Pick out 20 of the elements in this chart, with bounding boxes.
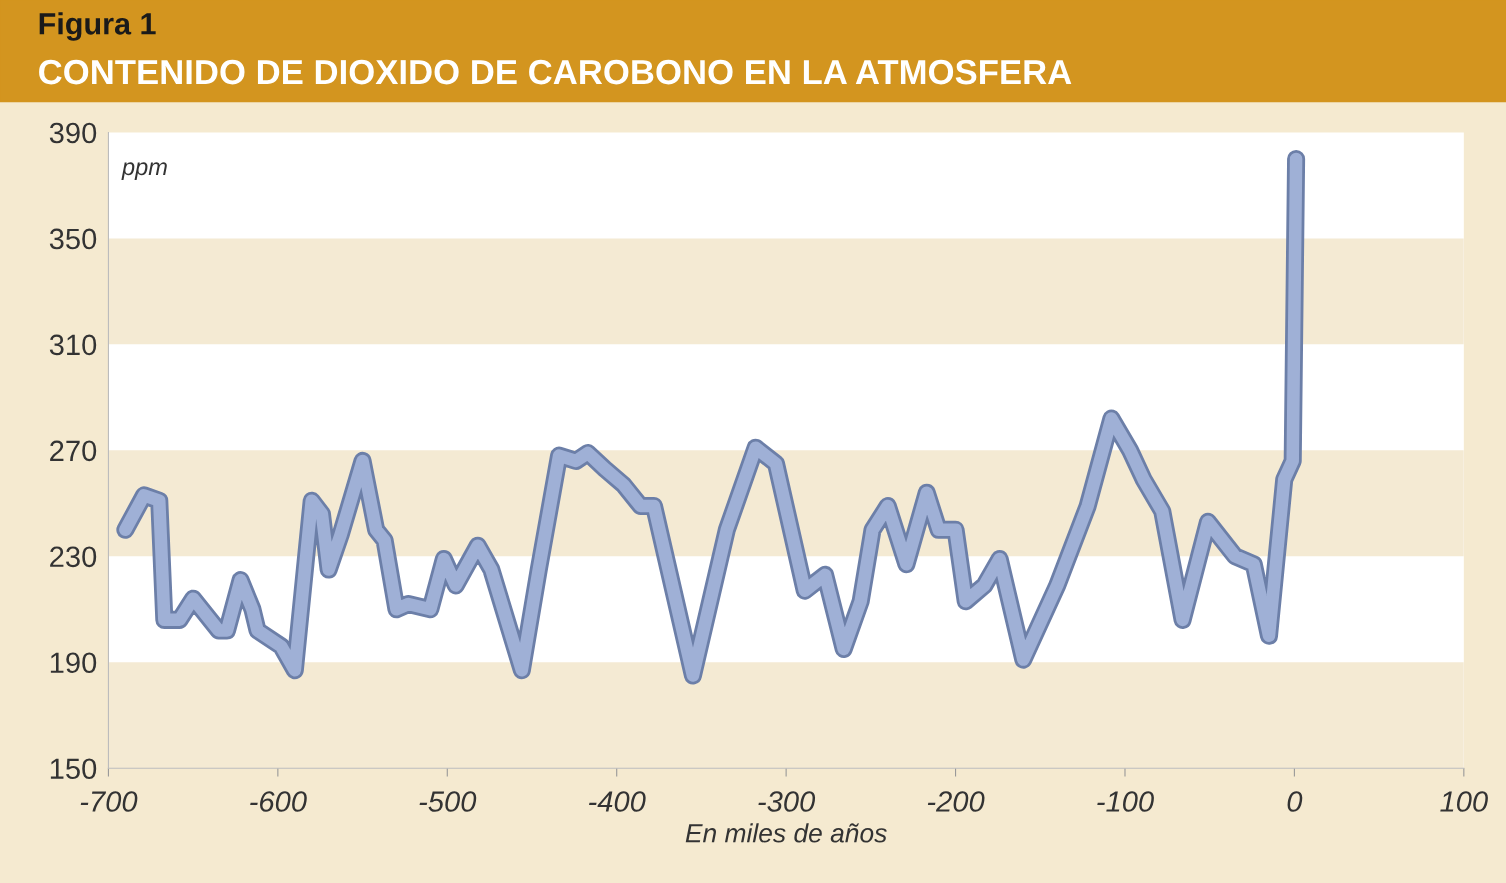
chart-title: Figura 1 <box>39 12 156 41</box>
x-tick-label: 100 <box>1440 791 1488 812</box>
x-tick-label: -500 <box>419 791 477 812</box>
y-axis-title: ppm <box>121 162 167 180</box>
x-tick-label: 0 <box>1287 791 1303 812</box>
x-tick-label: -400 <box>589 791 646 812</box>
y-tick-label: 230 <box>50 546 97 568</box>
y-tick-label: 390 <box>49 122 97 144</box>
x-tick-label: -100 <box>1097 791 1154 812</box>
chart-subtitle: CONTENIDO DE DIOXIDO DE CAROBONO EN LA ATMOSFERA <box>39 59 1072 85</box>
y-tick-label: 270 <box>50 440 97 462</box>
x-tick-label: -600 <box>250 791 307 812</box>
y-tick-label: 350 <box>49 228 97 250</box>
x-tick-label: -300 <box>758 791 816 812</box>
y-tick-label: 150 <box>50 758 97 780</box>
x-tick-label: -700 <box>80 791 138 812</box>
y-tick-label: 190 <box>50 652 97 674</box>
x-axis-title: En miles de años <box>685 823 887 843</box>
y-tick-label: 310 <box>49 334 97 356</box>
x-tick-label: -200 <box>927 791 985 812</box>
